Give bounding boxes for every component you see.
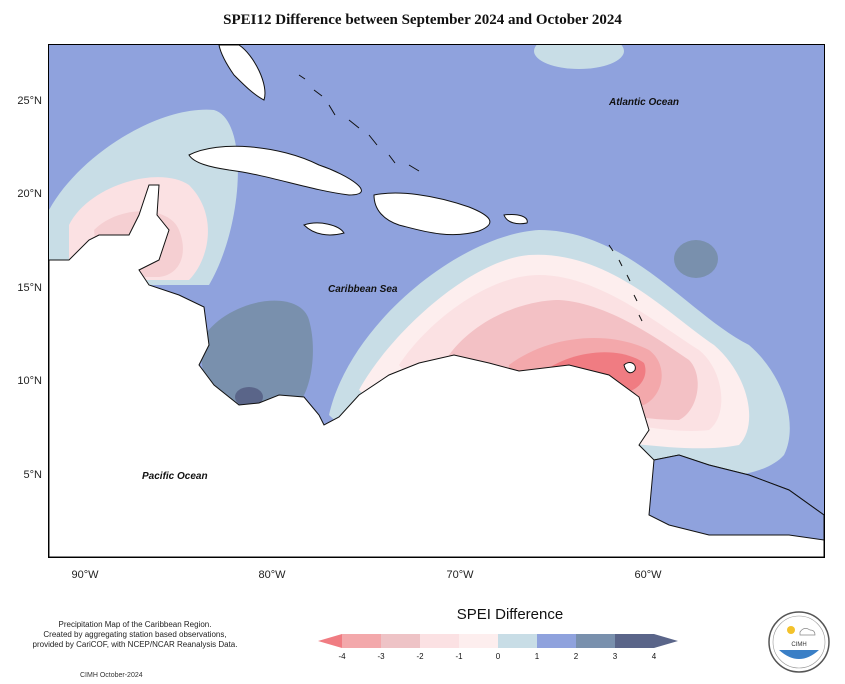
jamaica — [303, 222, 345, 236]
legend-tick-label: 1 — [534, 652, 540, 661]
legend-tick-label: -3 — [377, 652, 385, 661]
legend-tick-label: -4 — [338, 652, 346, 661]
legend-arrow-right — [654, 634, 678, 648]
legend-segment — [498, 634, 537, 648]
y-tick-10n: 10°N — [17, 375, 42, 387]
y-tick-5n: 5°N — [23, 469, 42, 481]
map-title: SPEI12 Difference between September 2024… — [223, 12, 622, 28]
cimh-logo: CIMH — [768, 611, 830, 673]
legend-tick-label: 3 — [612, 652, 618, 661]
credits-line-2: Created by aggregating station based obs… — [43, 630, 227, 639]
y-tick-15n: 15°N — [17, 282, 42, 294]
legend-tick-label: 0 — [495, 652, 501, 661]
caribbean-sea-label: Caribbean Sea — [328, 284, 398, 295]
legend-tick-label: 4 — [651, 652, 657, 661]
florida — [218, 45, 266, 101]
x-tick-60w: 60°W — [634, 569, 662, 581]
logo-text: CIMH — [791, 642, 806, 648]
map-panel — [48, 44, 825, 558]
trinidad — [623, 362, 636, 374]
atlantic-ocean-label: Atlantic Ocean — [609, 97, 680, 108]
hispaniola — [373, 192, 491, 236]
legend-tick-label: -1 — [455, 652, 463, 661]
legend-ticks: -4 -3 -2 -1 0 1 2 3 4 — [0, 652, 845, 664]
y-tick-25n: 25°N — [17, 95, 42, 107]
legend-segment — [576, 634, 615, 648]
bahamas — [298, 74, 643, 322]
credits: Precipitation Map of the Caribbean Regio… — [10, 620, 260, 650]
legend-segment — [342, 634, 381, 648]
anomaly-top — [534, 45, 624, 69]
anomaly-central-america — [199, 240, 718, 410]
puerto-rico — [503, 214, 528, 225]
legend-segment — [459, 634, 498, 648]
land — [49, 184, 824, 557]
islands — [188, 45, 636, 374]
map-svg — [49, 45, 824, 557]
cuba — [188, 145, 362, 196]
legend-title: SPEI Difference — [456, 606, 564, 623]
legend-colorbar — [318, 634, 678, 648]
x-tick-80w: 80°W — [258, 569, 286, 581]
legend-tick-label: -2 — [416, 652, 424, 661]
legend-segment — [537, 634, 576, 648]
legend-segment — [381, 634, 420, 648]
legend-segment — [615, 634, 654, 648]
legend-arrow-left — [318, 634, 342, 648]
y-tick-20n: 20°N — [17, 188, 42, 200]
legend-segment — [420, 634, 459, 648]
credits-line-1: Precipitation Map of the Caribbean Regio… — [58, 620, 212, 629]
legend-tick-label: 2 — [573, 652, 579, 661]
x-tick-90w: 90°W — [71, 569, 99, 581]
credits-line-3: provided by CariCOF, with NCEP/NCAR Rean… — [32, 640, 238, 649]
x-tick-70w: 70°W — [446, 569, 474, 581]
pacific-ocean-label: Pacific Ocean — [142, 471, 208, 482]
footer-credit: CIMH October-2024 — [80, 672, 143, 679]
